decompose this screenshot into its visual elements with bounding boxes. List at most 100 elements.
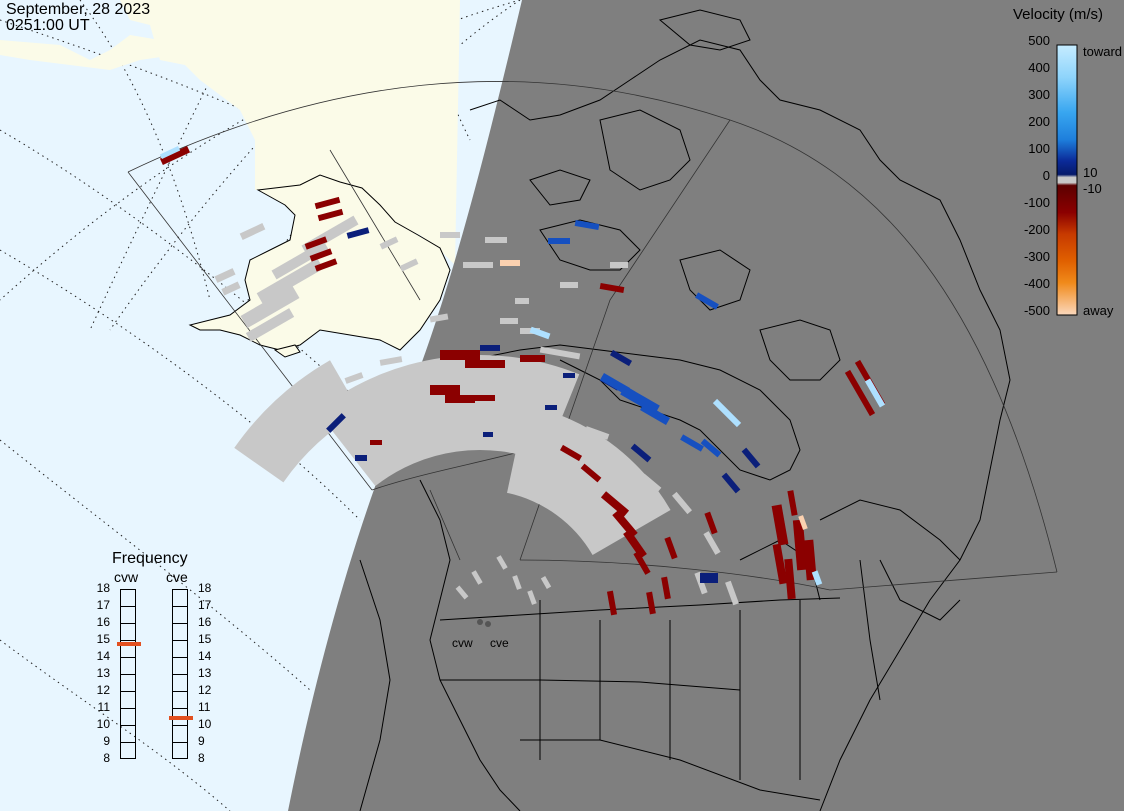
frequency-gridline — [121, 674, 135, 675]
frequency-gridline — [121, 657, 135, 658]
frequency-tick-label: 16 — [198, 615, 212, 629]
velocity-tick-label: 0 — [1042, 168, 1050, 183]
velocity-cell — [256, 258, 324, 304]
coastlines — [359, 9, 1011, 811]
velocity-cell — [379, 356, 403, 366]
velocity-cell — [355, 455, 367, 461]
velocity-band — [234, 360, 360, 483]
velocity-cell — [221, 281, 241, 296]
frequency-tick-label: 9 — [103, 734, 110, 748]
velocity-cell — [485, 237, 507, 243]
velocity-tick-label: -500 — [1023, 303, 1050, 318]
frequency-tick-label: 14 — [198, 649, 212, 663]
velocity-cell — [496, 555, 508, 570]
radar-label-cve: cve — [490, 636, 509, 650]
frequency-tick-label: 12 — [198, 683, 212, 697]
velocity-cell — [346, 227, 370, 239]
frequency-gridline — [173, 674, 187, 675]
frequency-tick-label: 15 — [96, 632, 110, 646]
frequency-tick-label: 8 — [103, 751, 110, 765]
frequency-radar-name: cve — [166, 569, 188, 585]
velocity-cell — [844, 369, 876, 417]
velocity-cell — [344, 372, 364, 384]
velocity-cell — [661, 576, 671, 600]
velocity-cell — [600, 373, 630, 395]
frequency-gridline — [173, 606, 187, 607]
velocity-cell — [309, 248, 333, 262]
frequency-marker-cvw — [117, 642, 141, 647]
frequency-legend-title: Frequency — [112, 550, 188, 567]
velocity-cell — [580, 463, 602, 483]
velocity-cell — [771, 504, 789, 546]
velocity-neg-threshold-label: -10 — [1083, 181, 1102, 196]
velocity-cell — [399, 258, 419, 272]
velocity-toward-label: toward — [1083, 44, 1123, 59]
frequency-tick-label: 16 — [96, 615, 110, 629]
velocity-cell — [379, 236, 399, 250]
frequency-marker-cve — [169, 715, 193, 720]
frequency-gridline — [121, 606, 135, 607]
velocity-cell — [370, 440, 382, 445]
velocity-cell — [664, 536, 678, 560]
velocity-cell — [483, 432, 493, 437]
velocity-cell — [529, 326, 551, 340]
velocity-away-label: away — [1083, 303, 1114, 318]
frequency-gridline — [121, 623, 135, 624]
frequency-tick-label: 17 — [198, 598, 212, 612]
velocity-cell — [612, 509, 638, 539]
velocity-cell — [640, 473, 662, 493]
velocity-tick-label: 200 — [1028, 114, 1050, 129]
date-label: September, 28 2023 — [6, 1, 151, 18]
velocity-cell — [445, 395, 475, 403]
frequency-tick-label: 13 — [96, 666, 110, 680]
velocity-cell — [548, 238, 570, 244]
velocity-cell — [515, 298, 529, 304]
frequency-tick-label: 10 — [96, 717, 110, 731]
radar-label-cvw: cvw — [452, 636, 473, 650]
frequency-gridline — [121, 725, 135, 726]
velocity-cell — [864, 378, 886, 408]
velocity-cell — [703, 531, 721, 555]
velocity-cell — [480, 345, 500, 351]
frequency-tick-label: 13 — [198, 666, 212, 680]
velocity-tick-label: -100 — [1023, 195, 1050, 210]
frequency-gridline — [121, 708, 135, 709]
frequency-gridline — [173, 725, 187, 726]
frequency-tick-label: 8 — [198, 751, 205, 765]
frequency-gridline — [173, 623, 187, 624]
frequency-column-cve — [169, 589, 193, 759]
velocity-cell — [559, 444, 583, 462]
frequency-tick-label: 11 — [97, 700, 110, 714]
velocity-cell — [633, 551, 651, 575]
velocity-cell — [440, 350, 480, 360]
frequency-tick-label: 12 — [96, 683, 110, 697]
velocity-cell — [440, 232, 460, 238]
frequency-tick-label: 18 — [96, 581, 110, 595]
frequency-radar-name: cvw — [114, 569, 139, 585]
velocity-tick-label: 100 — [1028, 141, 1050, 156]
velocity-cell — [787, 490, 798, 516]
velocity-pos-threshold-label: 10 — [1083, 165, 1098, 180]
night-region — [288, 0, 1124, 811]
time-label: 0251:00 UT — [6, 17, 90, 34]
velocity-band — [316, 355, 580, 487]
velocity-cell — [610, 262, 628, 268]
velocity-band — [507, 404, 671, 555]
velocity-cell — [500, 318, 518, 324]
velocity-legend-title: Velocity (m/s) — [1013, 6, 1104, 23]
velocity-cell — [314, 196, 341, 210]
frequency-tick-label: 18 — [198, 581, 212, 595]
frequency-gridline — [173, 691, 187, 692]
velocity-cell — [545, 405, 557, 410]
velocity-cell — [470, 395, 495, 401]
velocity-cell — [463, 262, 493, 268]
velocity-cell — [798, 515, 808, 530]
velocity-cell — [563, 373, 575, 378]
velocity-colorbar — [1056, 44, 1078, 316]
velocity-tick-label: -200 — [1023, 222, 1050, 237]
velocity-cell — [304, 236, 328, 250]
velocity-cell — [574, 219, 600, 231]
velocity-cell — [811, 570, 823, 586]
